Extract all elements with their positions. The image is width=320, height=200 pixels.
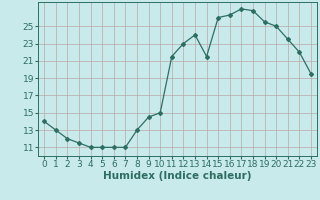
X-axis label: Humidex (Indice chaleur): Humidex (Indice chaleur) — [103, 171, 252, 181]
